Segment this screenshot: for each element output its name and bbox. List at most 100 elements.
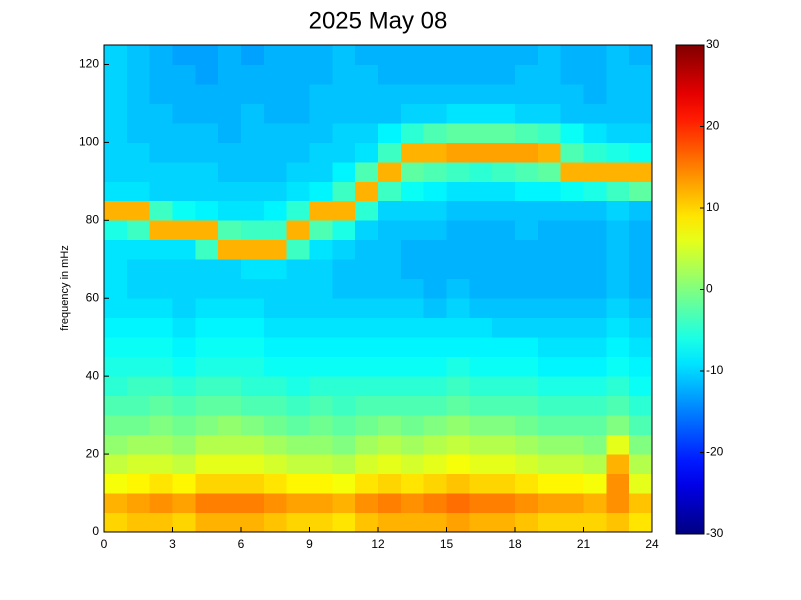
heatmap-cell xyxy=(515,376,539,397)
heatmap-cell xyxy=(378,434,402,455)
heatmap-cell xyxy=(263,317,288,338)
heatmap-cell xyxy=(629,473,653,494)
heatmap-cell xyxy=(423,103,447,124)
heatmap-cell xyxy=(515,142,539,163)
heatmap-cell xyxy=(126,239,151,260)
heatmap-cell xyxy=(195,512,219,533)
heatmap-cell xyxy=(355,473,379,494)
heatmap-cell xyxy=(104,142,128,163)
heatmap-cell xyxy=(195,239,219,260)
heatmap-cell xyxy=(104,512,128,533)
heatmap-cell xyxy=(492,298,516,319)
heatmap-cell xyxy=(378,161,402,182)
heatmap-cell xyxy=(515,64,539,85)
heatmap-cell xyxy=(583,64,607,85)
heatmap-cell xyxy=(355,434,379,455)
heatmap-cell xyxy=(172,473,196,494)
heatmap-cell xyxy=(583,493,607,513)
heatmap-cell xyxy=(241,83,265,104)
heatmap-cell xyxy=(263,122,288,143)
heatmap-cell xyxy=(172,83,196,104)
heatmap-cell xyxy=(218,259,242,280)
heatmap-cell xyxy=(515,434,539,455)
heatmap-cell xyxy=(560,356,584,377)
heatmap-cell xyxy=(469,337,493,358)
heatmap-cell xyxy=(241,473,265,494)
heatmap-cell xyxy=(492,278,516,299)
heatmap-cell xyxy=(241,122,265,143)
heatmap-cell xyxy=(263,337,288,358)
heatmap-cell xyxy=(537,122,562,143)
heatmap-cell xyxy=(241,356,265,377)
heatmap-cell xyxy=(218,337,242,358)
heatmap-cell xyxy=(629,181,653,202)
heatmap-cell xyxy=(263,415,288,435)
heatmap-cell xyxy=(378,512,402,533)
heatmap-cell xyxy=(149,200,173,221)
heatmap-cell xyxy=(423,161,447,182)
heatmap-cell xyxy=(149,356,173,377)
colorbar-tick-label: -30 xyxy=(706,526,724,540)
heatmap-cell xyxy=(423,200,447,221)
heatmap-cell xyxy=(309,259,333,280)
heatmap-cell xyxy=(104,395,128,416)
heatmap-cell xyxy=(332,454,356,474)
heatmap-cell xyxy=(172,454,196,474)
heatmap-cell xyxy=(469,317,493,338)
heatmap-cell xyxy=(195,278,219,299)
heatmap-cell xyxy=(378,64,402,85)
heatmap-cell xyxy=(104,64,128,85)
heatmap-cell xyxy=(629,317,653,338)
heatmap-cell xyxy=(400,142,425,163)
heatmap-cell xyxy=(172,45,196,65)
heatmap-cell xyxy=(606,122,630,143)
heatmap-cell xyxy=(218,45,242,65)
heatmap-cell xyxy=(469,454,493,474)
heatmap-cell xyxy=(104,493,128,513)
heatmap-cell xyxy=(606,395,630,416)
heatmap-cell xyxy=(241,415,265,435)
heatmap-cell xyxy=(195,45,219,65)
heatmap-cell xyxy=(446,161,470,182)
heatmap-cell xyxy=(309,122,333,143)
heatmap-cell xyxy=(446,454,470,474)
heatmap-cell xyxy=(195,259,219,280)
heatmap-cell xyxy=(286,493,310,513)
heatmap-cell xyxy=(560,415,584,435)
heatmap-cell xyxy=(149,512,173,533)
heatmap-cell xyxy=(126,45,151,65)
heatmap-cell xyxy=(469,415,493,435)
heatmap-cell xyxy=(126,181,151,202)
heatmap-cell xyxy=(583,103,607,124)
heatmap-cell xyxy=(355,512,379,533)
heatmap-cell xyxy=(172,415,196,435)
heatmap-cell xyxy=(629,103,653,124)
heatmap-cell xyxy=(104,122,128,143)
heatmap-cell xyxy=(355,259,379,280)
heatmap-cell xyxy=(355,239,379,260)
heatmap-cell xyxy=(583,356,607,377)
heatmap-cell xyxy=(332,181,356,202)
heatmap-cell xyxy=(218,493,242,513)
heatmap-cell xyxy=(492,356,516,377)
heatmap-cell xyxy=(172,512,196,533)
heatmap-cell xyxy=(515,122,539,143)
heatmap-cell xyxy=(104,200,128,221)
heatmap-cell xyxy=(263,45,288,65)
heatmap-cell xyxy=(560,395,584,416)
heatmap-cell xyxy=(423,298,447,319)
y-tick-label: 20 xyxy=(86,446,100,460)
heatmap-cell xyxy=(218,103,242,124)
heatmap-cell xyxy=(195,376,219,397)
heatmap-cell xyxy=(560,337,584,358)
heatmap-cell xyxy=(378,122,402,143)
heatmap-cell xyxy=(560,142,584,163)
heatmap-cell xyxy=(218,356,242,377)
heatmap-cell xyxy=(378,298,402,319)
heatmap-cell xyxy=(378,83,402,104)
heatmap-cell xyxy=(606,298,630,319)
heatmap-cell xyxy=(423,454,447,474)
heatmap-cell xyxy=(446,512,470,533)
heatmap-cell xyxy=(492,45,516,65)
heatmap-cell xyxy=(446,142,470,163)
